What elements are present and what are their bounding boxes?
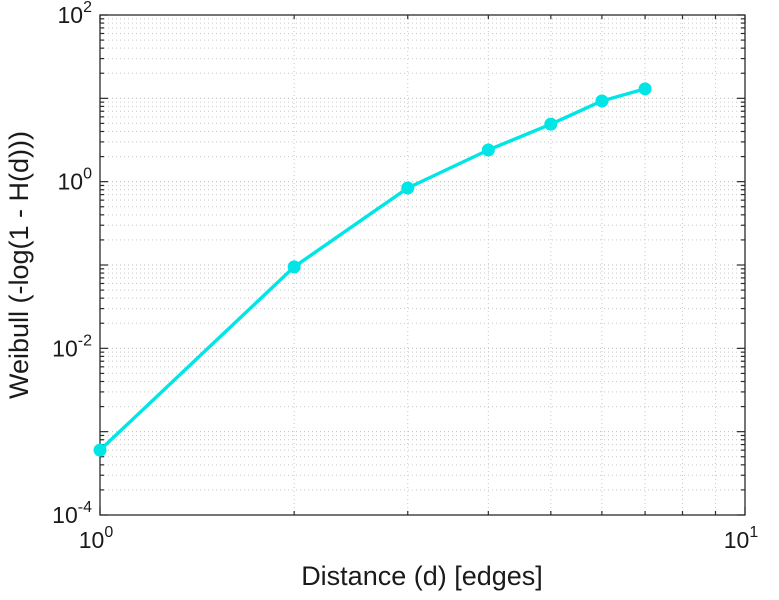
data-point-marker (481, 143, 495, 157)
data-point-marker (287, 260, 301, 274)
y-tick-label: 10-4 (52, 499, 92, 528)
y-axis-label: Weibull (-log(1 - H(d))) (4, 131, 34, 399)
y-tick-label: 100 (58, 166, 93, 195)
data-point-marker (401, 181, 415, 195)
data-point-marker (638, 82, 652, 96)
data-point-marker (544, 117, 558, 131)
chart-layer: 100 101 10-4 10-2 100 102 (52, 0, 758, 553)
data-point-marker (93, 443, 107, 457)
y-tick-label: 102 (58, 0, 93, 28)
x-tick-label: 101 (724, 524, 759, 553)
data-point-marker (595, 94, 609, 108)
y-tick-label: 10-2 (52, 332, 92, 361)
x-axis-label: Distance (d) [edges] (301, 561, 543, 591)
data-line-weibull-hazard (98, 87, 647, 452)
x-tick-label: 100 (79, 524, 114, 553)
